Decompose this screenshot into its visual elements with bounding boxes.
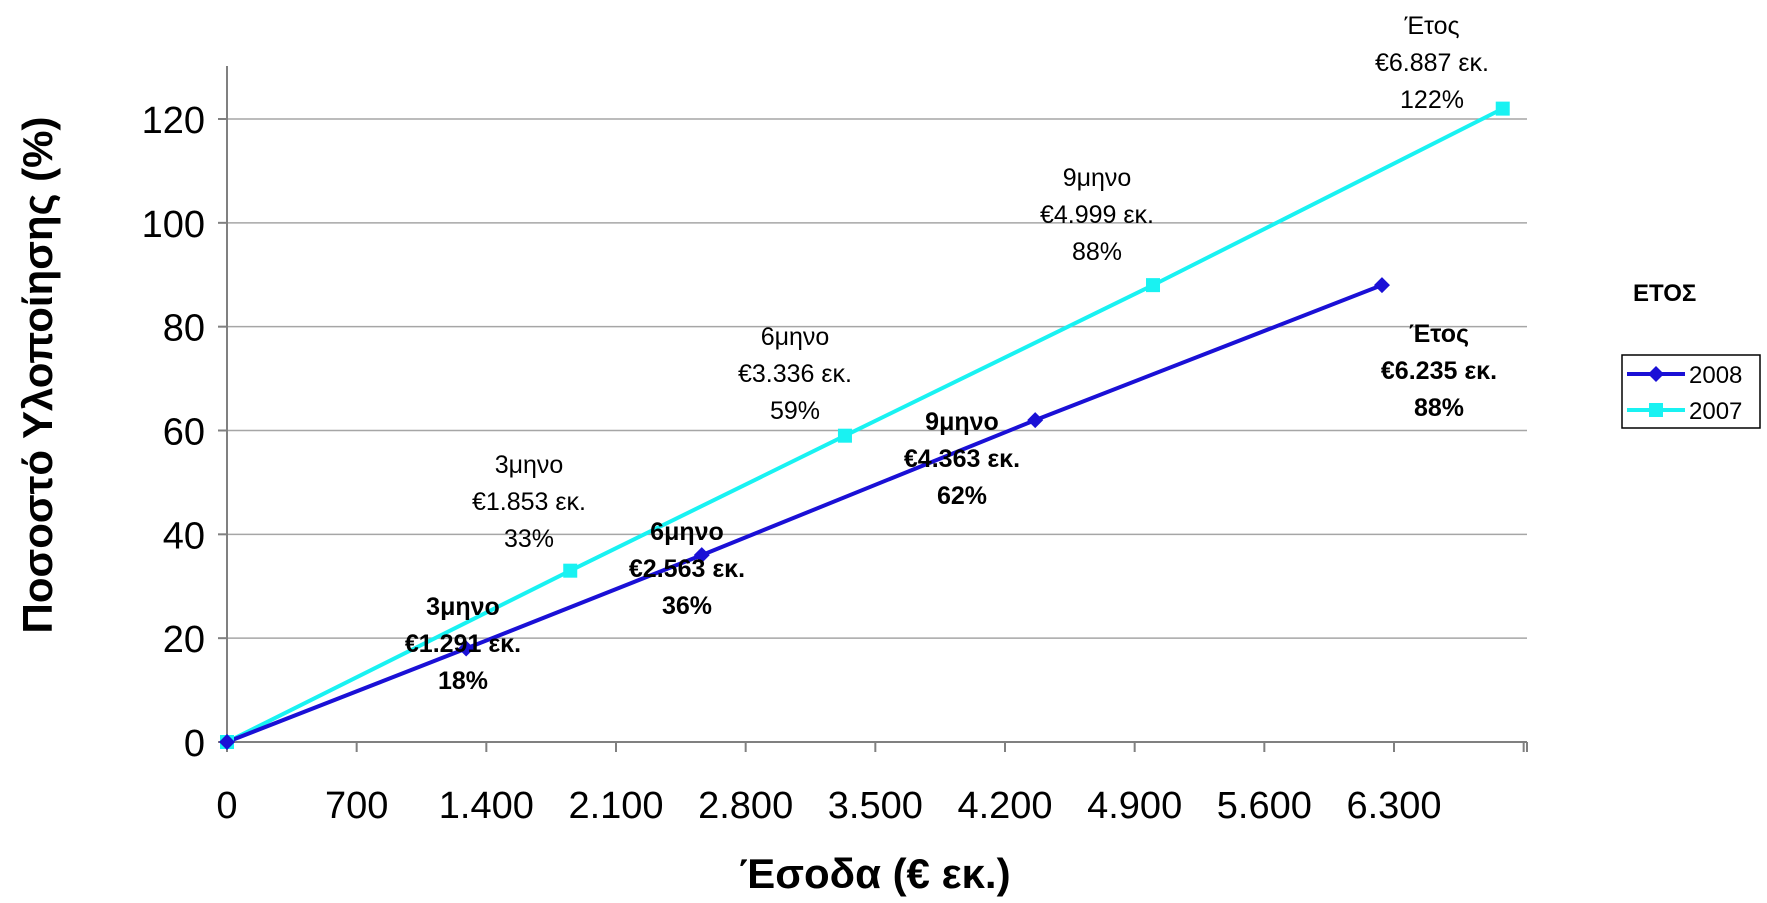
data-label-2008-1: 3μηνο €1.291 εκ. 18% <box>405 593 521 695</box>
x-tick-label: 2.100 <box>568 785 663 827</box>
y-axis-title: Ποσοστό Υλοποίησης (%) <box>14 117 61 634</box>
data-point-2008-3 <box>1027 412 1044 429</box>
data-point-2008-4 <box>1373 277 1390 294</box>
data-label-2007-1: 3μηνο €1.853 εκ. 33% <box>472 451 586 553</box>
x-axis-title: Έσοδα (€ εκ.) <box>739 850 1010 897</box>
data-point-2008-2 <box>693 547 710 564</box>
axes <box>218 66 1528 752</box>
legend-marker-2007 <box>1649 403 1663 417</box>
data-label-2007-2: 6μηνο €3.336 εκ. 59% <box>738 323 852 425</box>
x-tick-label: 1.400 <box>439 785 534 827</box>
x-tick-label: 3.500 <box>828 785 923 827</box>
x-tick-label: 6.300 <box>1346 785 1441 827</box>
y-tick-label: 80 <box>163 308 205 350</box>
data-point-2007-4 <box>1495 101 1510 116</box>
y-tick-label: 40 <box>163 515 205 557</box>
data-label-2008-3: 9μηνο €4.363 εκ. 62% <box>904 408 1020 510</box>
data-point-2007-2 <box>837 428 852 443</box>
data-point-2007-3 <box>1146 278 1161 293</box>
series-line-2008 <box>226 283 1383 744</box>
tick-labels: 0 20 40 60 80 100 120 0 700 1.400 2.100 2.800 3.500 4… <box>142 100 1442 827</box>
data-label-2007-4: Έτος €6.887 εκ. 122% <box>1375 12 1489 114</box>
data-label-2008-4: Έτος €6.235 εκ. 88% <box>1381 320 1497 422</box>
x-tick-label: 5.600 <box>1217 785 1312 827</box>
data-point-2008-0 <box>219 734 235 750</box>
x-tick-label: 4.200 <box>957 785 1052 827</box>
y-tick-label: 0 <box>184 723 205 765</box>
legend-label-2007: 2007 <box>1689 398 1742 425</box>
gridlines <box>227 118 1527 639</box>
x-tick-label: 4.900 <box>1087 785 1182 827</box>
legend-box <box>1621 354 1761 429</box>
data-labels: 3μηνο €1.291 εκ. 18% 6μηνο €2.563 εκ. 36% 9μην… <box>405 12 1497 695</box>
legend-marker-2008 <box>1648 366 1664 382</box>
legend: ΕΤΟΣ 2008 2007 <box>1621 280 1761 429</box>
legend-label-2008: 2008 <box>1689 362 1742 389</box>
x-tick-label: 2.800 <box>698 785 793 827</box>
legend-title: ΕΤΟΣ <box>1633 280 1696 307</box>
data-label-2007-3: 9μηνο €4.999 εκ. 88% <box>1040 164 1154 266</box>
y-tick-label: 100 <box>142 204 205 246</box>
x-tick-label: 0 <box>216 785 237 827</box>
y-tick-label: 20 <box>163 619 205 661</box>
data-point-2008-1 <box>458 640 475 657</box>
y-tick-label: 120 <box>142 100 205 142</box>
y-tick-label: 60 <box>163 412 205 454</box>
series-layer <box>219 101 1510 750</box>
data-point-2007-1 <box>563 563 578 578</box>
x-tick-label: 700 <box>325 785 388 827</box>
data-label-2008-2: 6μηνο €2.563 εκ. 36% <box>629 518 745 620</box>
